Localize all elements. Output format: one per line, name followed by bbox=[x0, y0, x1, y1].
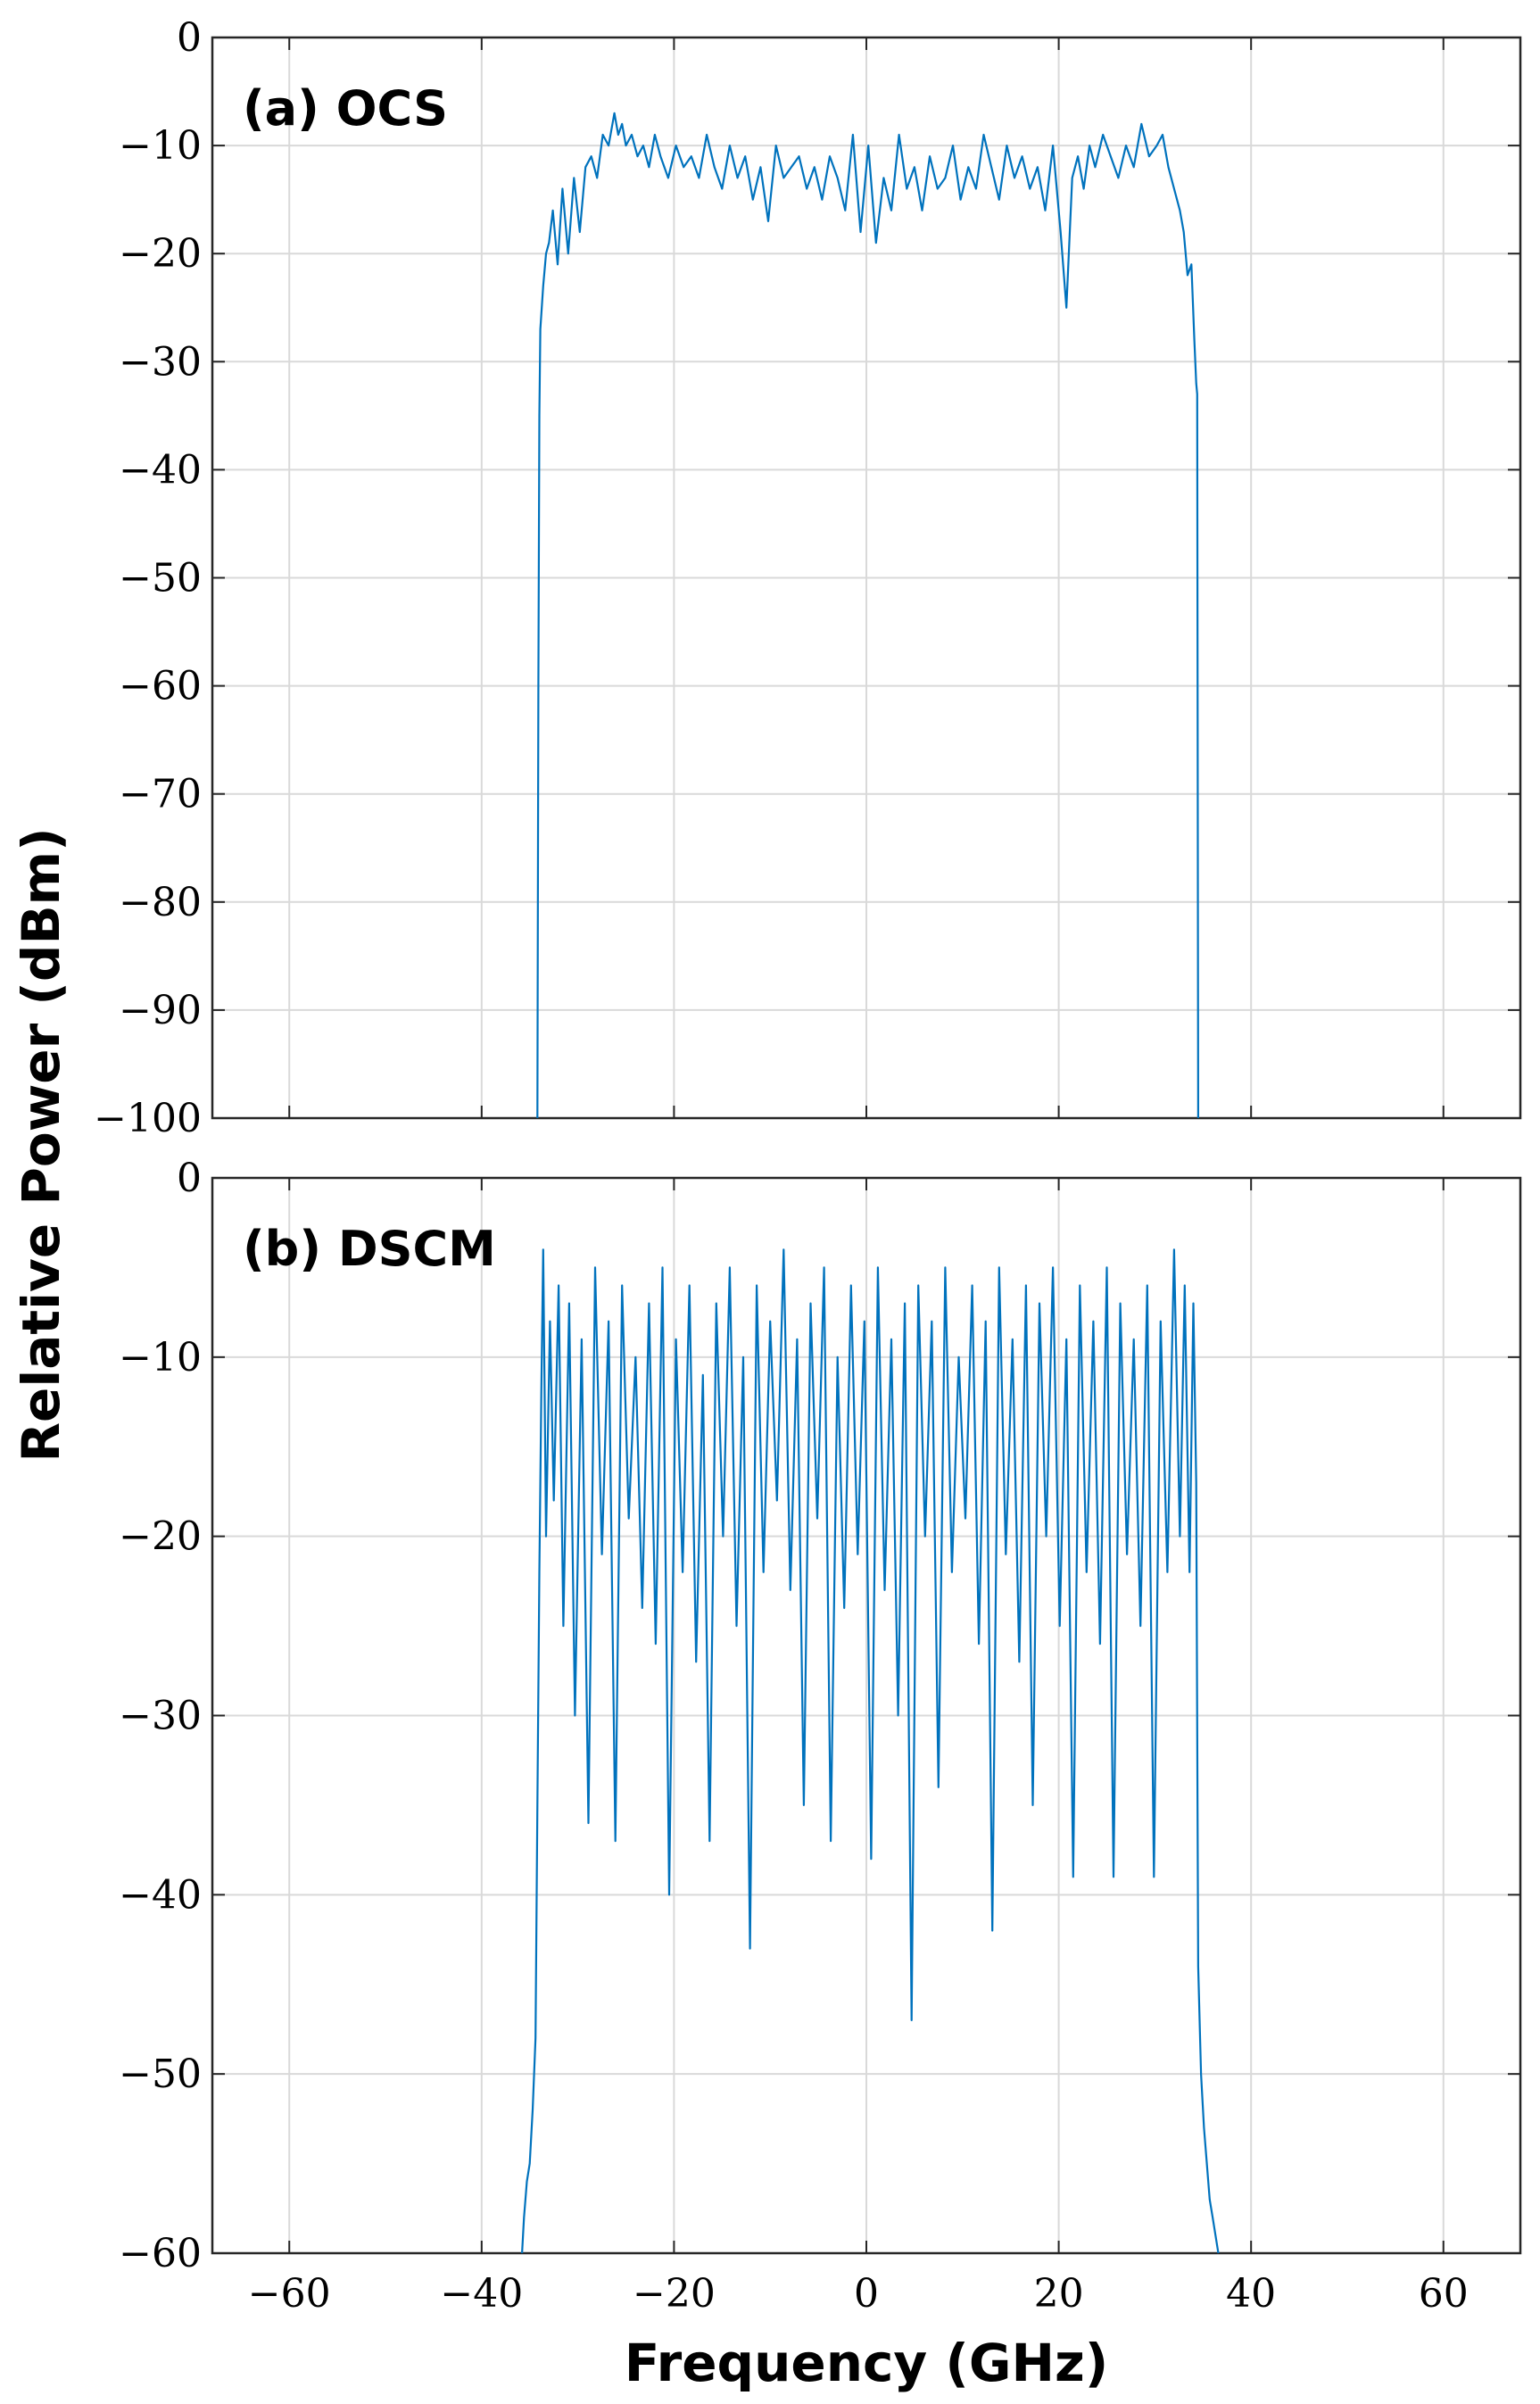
panel-b-ytick-label: −30 bbox=[119, 1694, 202, 1739]
panel-a-ticks: 0 −10 −20 −30 −40 −50 −60 −70 −80 −90 −100 bbox=[94, 15, 1520, 1141]
panel-a-grid bbox=[212, 37, 1520, 1119]
x-tick-label: −20 bbox=[633, 2271, 716, 2317]
x-tick-label: −40 bbox=[440, 2271, 523, 2317]
panel-a-ytick-label: −40 bbox=[119, 447, 202, 493]
panel-b-ticks: 0 −10 −20 −30 −40 −50 −60 bbox=[119, 1156, 1520, 2276]
panel-a-ytick-label: −70 bbox=[119, 772, 202, 817]
y-axis-title: Relative Power (dBm) bbox=[11, 827, 71, 1462]
panel-b-grid bbox=[212, 1177, 1520, 2254]
panel-a-ytick-label: −50 bbox=[119, 556, 202, 601]
panel-b-spectrum-line bbox=[521, 1248, 1220, 2254]
x-tick-label: −60 bbox=[248, 2271, 331, 2317]
panel-b-ytick-label: 0 bbox=[177, 1156, 202, 1201]
panel-a-ytick-label: −30 bbox=[119, 339, 202, 385]
panel-b-ytick-label: −10 bbox=[119, 1335, 202, 1380]
panel-a-ytick-label: −10 bbox=[119, 123, 202, 169]
x-tick-labels: −60 −40 −20 0 20 40 60 bbox=[248, 2271, 1469, 2317]
panel-a-ytick-label: −80 bbox=[119, 880, 202, 925]
panel-a-title: (a) OCS bbox=[243, 80, 448, 137]
x-axis-title: Frequency (GHz) bbox=[625, 2333, 1109, 2393]
panel-b-ytick-label: −20 bbox=[119, 1514, 202, 1560]
panel-b-ytick-label: −40 bbox=[119, 1872, 202, 1918]
panel-b-title: (b) DSCM bbox=[243, 1221, 496, 1277]
panel-b-ytick-label: −60 bbox=[119, 2231, 202, 2276]
panel-a-ytick-label: −60 bbox=[119, 664, 202, 709]
panel-a-ytick-label: −20 bbox=[119, 231, 202, 277]
panel-a-ytick-label: −90 bbox=[119, 988, 202, 1033]
panel-b-dscm: 0 −10 −20 −30 −40 −50 −60 (b) DSCM bbox=[119, 1156, 1522, 2276]
x-tick-label: 40 bbox=[1226, 2271, 1276, 2317]
panel-a-ytick-label: 0 bbox=[177, 15, 202, 61]
panel-a-ytick-label: −100 bbox=[94, 1096, 202, 1141]
x-tick-label: 20 bbox=[1034, 2271, 1084, 2317]
panel-b-ytick-label: −50 bbox=[119, 2052, 202, 2097]
x-tick-label: 0 bbox=[854, 2271, 879, 2317]
x-tick-label: 60 bbox=[1419, 2271, 1469, 2317]
panel-a-spectrum-line bbox=[536, 112, 1200, 1119]
panel-a-ocs: 0 −10 −20 −30 −40 −50 −60 −70 −80 −90 −100 (a) OCS bbox=[94, 15, 1522, 1141]
